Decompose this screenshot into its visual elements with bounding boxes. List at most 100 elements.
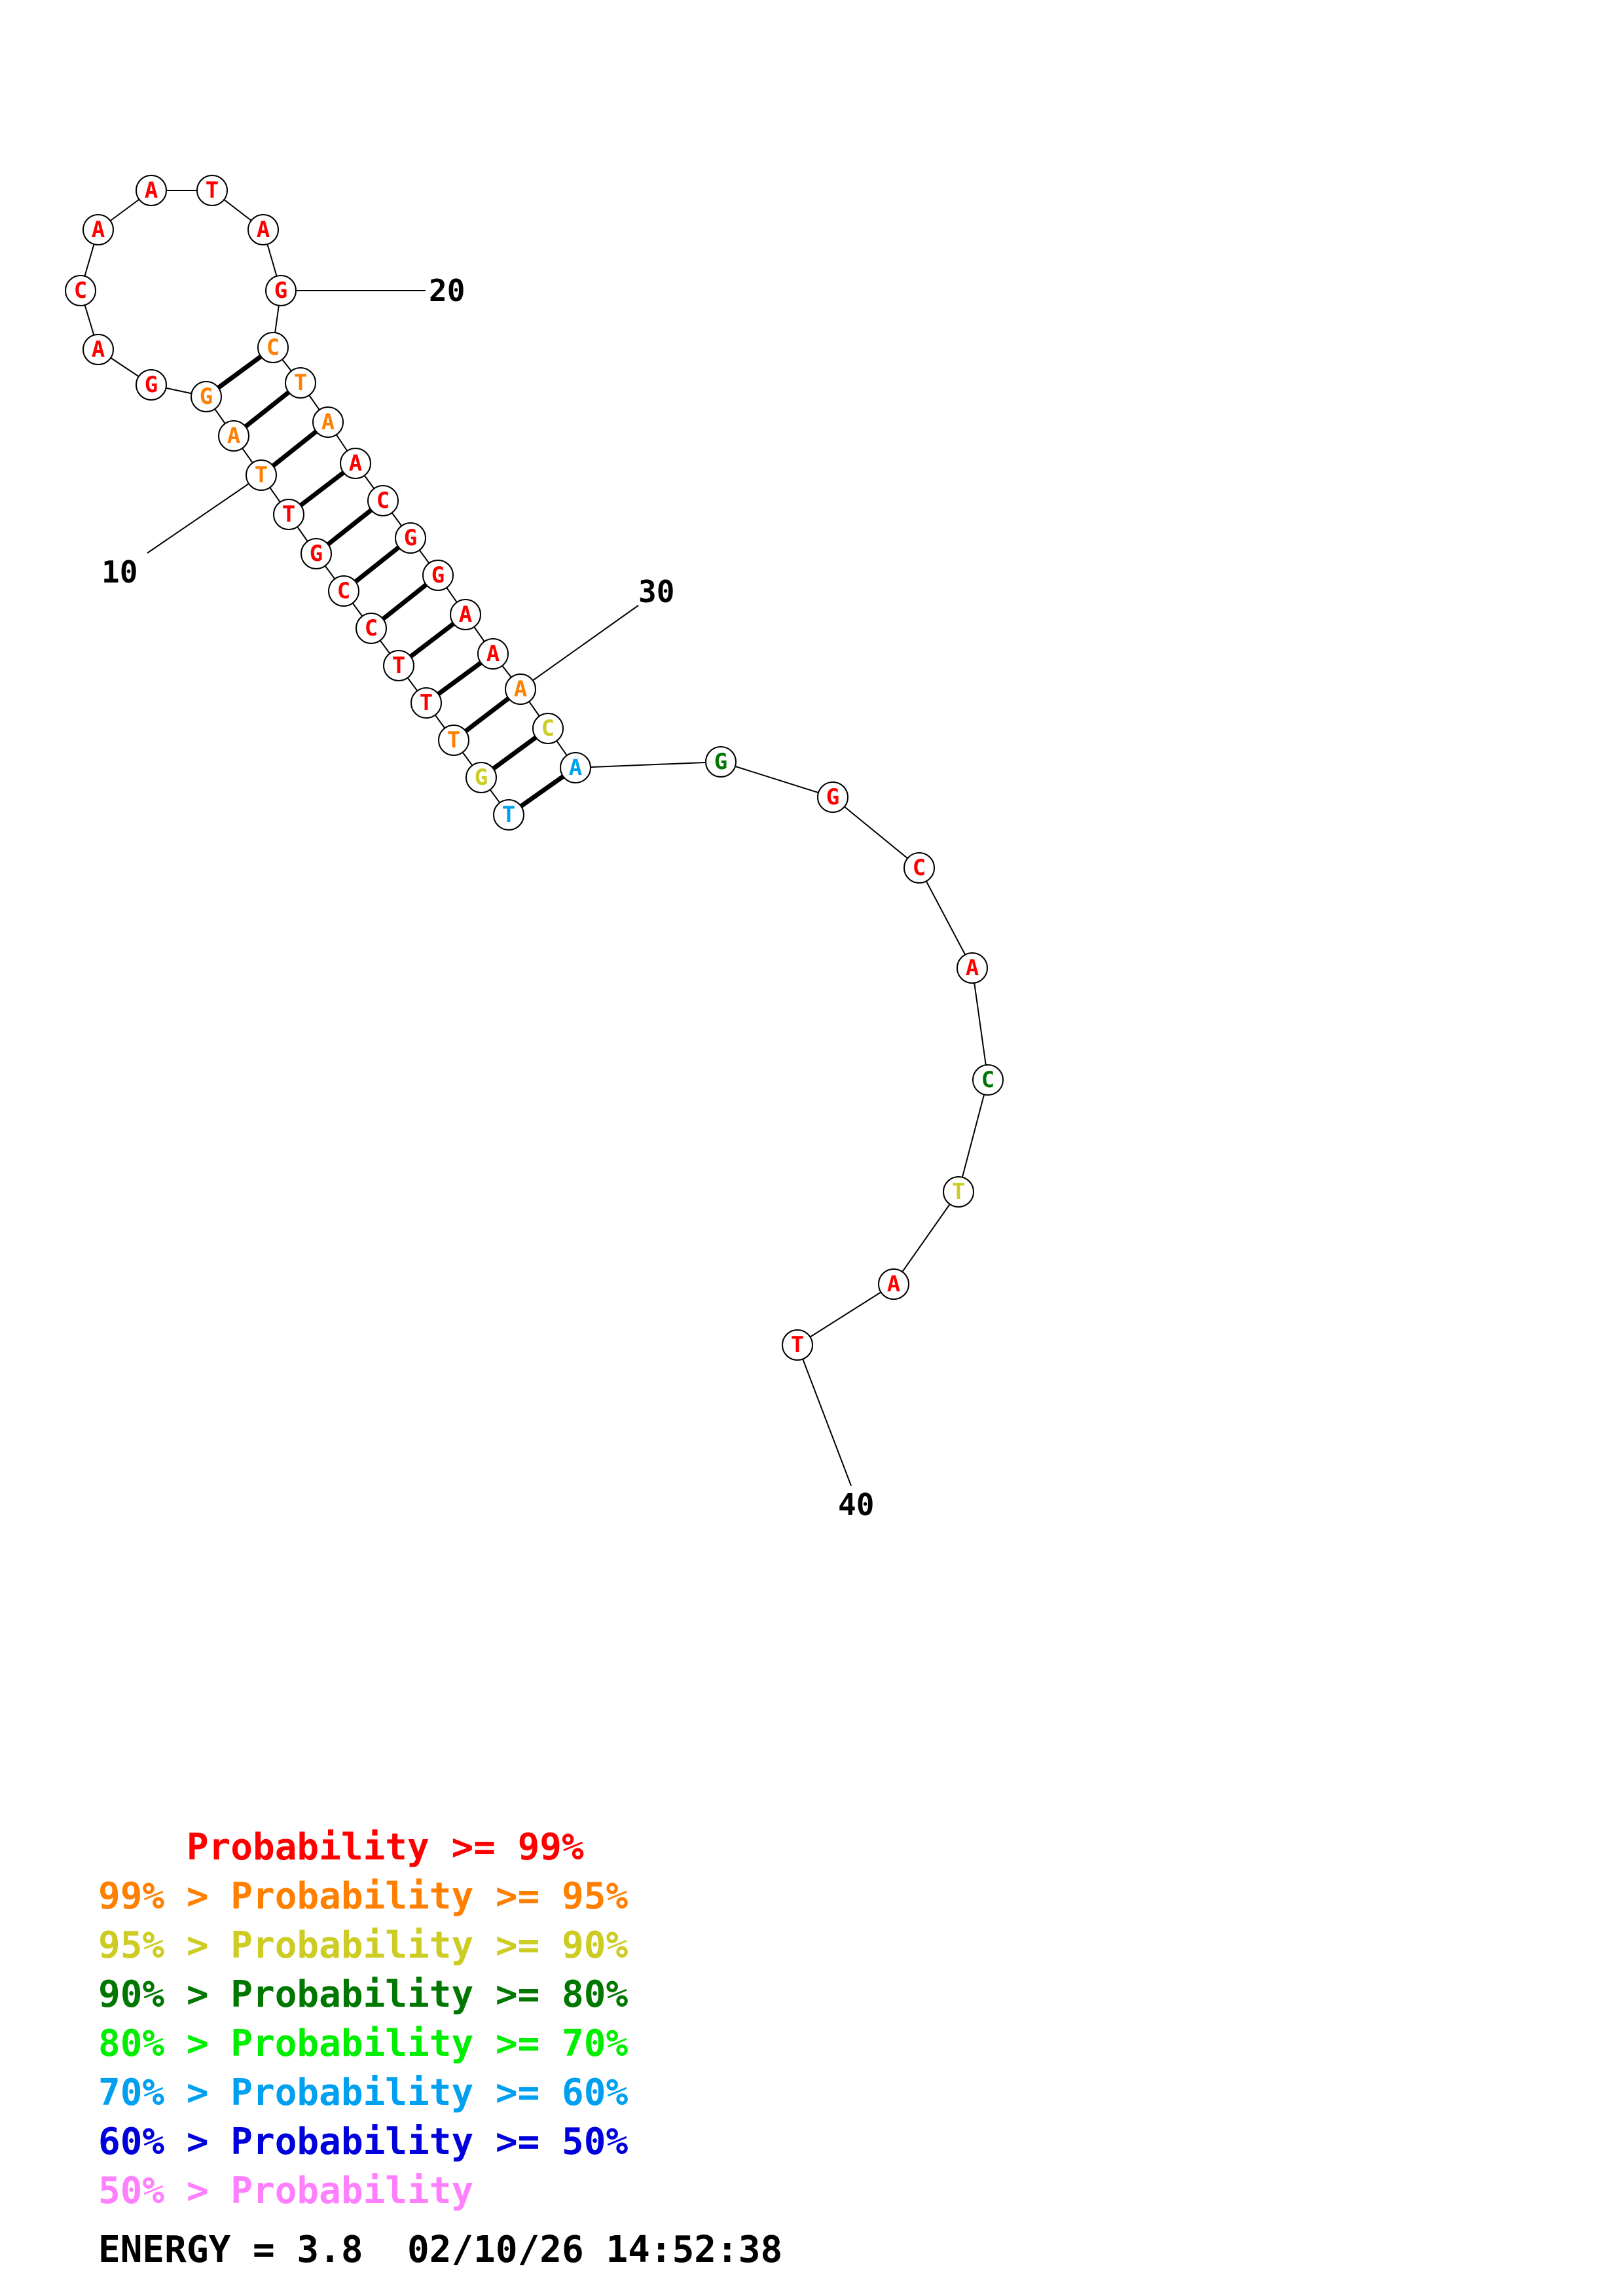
nucleotide-circle (356, 613, 387, 644)
nucleotide-base: T (420, 690, 433, 716)
legend-row: 90% > Probability >= 80% (98, 1973, 629, 2016)
nucleotide: C (972, 1064, 1004, 1096)
nucleotide: C (903, 852, 935, 884)
nucleotide: T (943, 1176, 974, 1208)
nucleotide-circle (560, 752, 591, 783)
nucleotide-circle (438, 725, 469, 756)
nucleotide-base: A (349, 450, 362, 476)
backbone-segment (575, 761, 721, 768)
nucleotide-circle (422, 560, 454, 591)
nucleotide-base: C (376, 488, 390, 514)
backbone-segment (797, 1283, 894, 1346)
nucleotide-base: G (274, 278, 287, 304)
nucleotide-circle (782, 1329, 813, 1361)
nucleotide-base: T (294, 370, 307, 396)
base-pair-line (381, 583, 428, 621)
nucleotide-base: G (200, 384, 213, 410)
nucleotide-circle (285, 367, 316, 399)
nucleotide-base: T (392, 653, 405, 679)
nucleotide-base: C (981, 1067, 994, 1093)
nucleotide-circle (465, 762, 497, 793)
nucleotide: A (450, 599, 481, 630)
tick-label: 30 (638, 574, 674, 609)
nucleotide: T (196, 175, 228, 206)
base-pair-lines (217, 354, 565, 808)
nucleotide-circle (247, 214, 279, 245)
nucleotide-base: C (337, 578, 350, 604)
nucleotide-base: T (791, 1332, 804, 1358)
nucleotide: G (465, 762, 497, 793)
nucleotide: A (477, 638, 509, 670)
nucleotide: T (246, 459, 277, 491)
nucleotide-circle (532, 713, 564, 744)
tick-label: 20 (429, 273, 465, 308)
nucleotide-circle (493, 799, 524, 831)
energy-label: ENERGY = 3.8 (98, 2229, 363, 2271)
nucleotide-circle (943, 1176, 974, 1208)
nucleotide-circle (82, 334, 114, 365)
timestamp: 02/10/26 14:52:38 (407, 2229, 783, 2271)
nucleotide-base: C (541, 715, 555, 742)
nucleotide-circle (136, 369, 167, 401)
nucleotide-base: A (569, 755, 582, 781)
nucleotide: C (532, 713, 564, 744)
base-pair-line (354, 545, 401, 584)
nucleotide-base: A (257, 217, 270, 243)
legend-row: 50% > Probability (98, 2170, 474, 2212)
nucleotide-circle (972, 1064, 1004, 1096)
nucleotide-base: A (321, 409, 335, 435)
tick-label: 10 (101, 554, 137, 590)
nucleotide: C (328, 575, 359, 607)
nucleotide: A (312, 406, 344, 438)
nucleotide-circle (218, 420, 249, 452)
nucleotide: C (356, 613, 387, 644)
position-ticks: 10 20 30 40 (101, 273, 874, 1522)
nucleotide-base: G (145, 372, 158, 398)
backbone-segment (893, 1191, 959, 1285)
base-pair-line (464, 696, 510, 733)
nucleotide: T (383, 650, 414, 681)
nucleotide-base: T (255, 462, 268, 488)
nucleotide: A (82, 334, 114, 365)
nucleotide-base: T (206, 177, 219, 204)
base-pair-line (437, 660, 483, 696)
nucleotide-base: T (502, 802, 515, 828)
nucleotide-circle (395, 522, 426, 554)
nucleotide-circle (367, 485, 399, 516)
nucleotide-base: G (714, 749, 727, 775)
base-pair-line (271, 429, 318, 468)
nucleotide-circle (312, 406, 344, 438)
nucleotide: A (247, 214, 279, 245)
nucleotide: T (285, 367, 316, 399)
nucleotide-circle (410, 687, 442, 719)
nucleotide-base: C (365, 615, 378, 641)
nucleotide-circle (65, 275, 96, 306)
nucleotide: G (265, 275, 297, 306)
nucleotide: A (340, 448, 371, 479)
nucleotide: G (301, 538, 332, 569)
probability-legend: Probability >= 99% 99% > Probability >= 9… (98, 1823, 628, 2215)
footer: ENERGY = 3.8 02/10/26 14:52:38 (98, 2229, 782, 2271)
legend-row: 70% > Probability >= 60% (98, 2072, 629, 2114)
nucleotide-base: C (913, 855, 926, 881)
nucleotide: G (817, 781, 848, 813)
nucleotide-base: C (266, 334, 280, 361)
nucleotide: G (422, 560, 454, 591)
base-pair-line (244, 390, 291, 429)
nucleotide: G (136, 369, 167, 401)
nucleotide-circle (878, 1268, 909, 1300)
backbone-segment (919, 867, 973, 969)
base-pair-line (326, 508, 373, 547)
nucleotide-base: A (92, 217, 105, 243)
backbone-segment (832, 797, 920, 869)
nucleotide: C (257, 332, 289, 363)
legend-row: 95% > Probability >= 90% (98, 1924, 629, 1967)
nucleotide-circle (450, 599, 481, 630)
nucleotide-base: G (310, 541, 323, 567)
tick-line (797, 1344, 852, 1486)
nucleotide-base: A (966, 955, 979, 981)
nucleotide: C (65, 275, 96, 306)
legend-row: 60% > Probability >= 50% (98, 2121, 629, 2163)
nucleotide: T (493, 799, 524, 831)
